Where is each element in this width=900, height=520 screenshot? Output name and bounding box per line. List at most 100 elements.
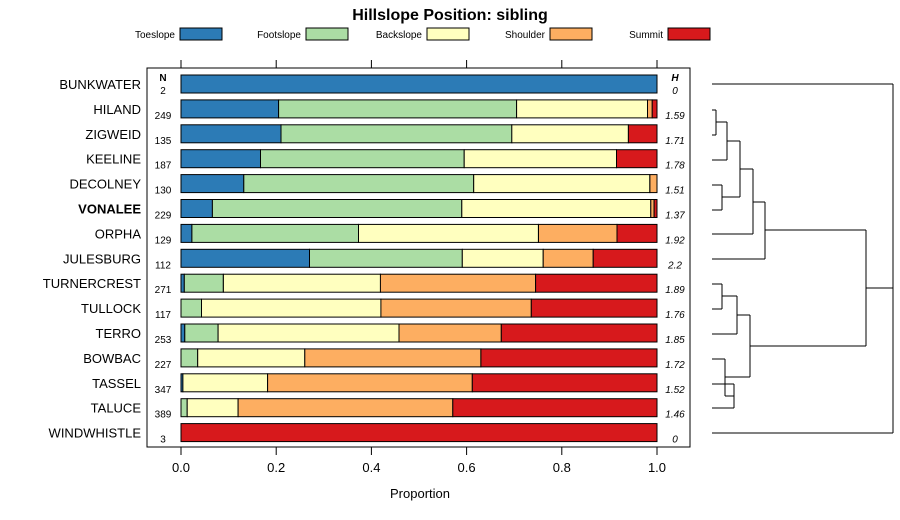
bar-segment-backslope (201, 298, 382, 318)
bar-segment-backslope (186, 398, 239, 418)
bar-segment-summit (653, 199, 658, 218)
legend-label: Summit (629, 30, 663, 41)
legend-swatch (179, 27, 223, 41)
legend-label: Footslope (257, 30, 301, 41)
n-value: 227 (155, 360, 172, 371)
bar-segment-summit (480, 348, 658, 368)
legend-label: Shoulder (505, 30, 546, 41)
soil-label: KEELINE (86, 152, 141, 167)
plot-frame (146, 67, 691, 448)
legend-swatch (549, 27, 593, 41)
h-value: 1.78 (665, 161, 685, 172)
h-value: 2.2 (667, 260, 682, 271)
bar-segment-footslope (260, 149, 465, 169)
bar-row (180, 74, 658, 94)
n-value: 3 (160, 435, 166, 446)
bar-segment-backslope (222, 273, 381, 293)
chart-title: Hillslope Position: sibling (352, 7, 548, 24)
legend-label: Toeslope (135, 30, 175, 41)
bar-segment-toeslope (180, 74, 658, 94)
bar-segment-backslope (473, 174, 651, 194)
legend: Toeslope Footslope Backslope Shoulder Summit (135, 27, 711, 41)
n-value: 229 (155, 211, 172, 222)
soil-label: TURNERCREST (43, 276, 141, 291)
x-tick-label: 0.2 (267, 460, 285, 475)
x-tick-label: 0.6 (458, 460, 476, 475)
h-value: 1.37 (665, 211, 685, 222)
h-value: 1.72 (665, 360, 685, 371)
bar-segment-footslope (243, 174, 475, 194)
soil-label: TALUCE (91, 401, 142, 416)
bar-segment-footslope (191, 223, 359, 243)
legend-swatch (667, 27, 711, 41)
bar-segment-toeslope (180, 199, 213, 218)
soil-label: TERRO (96, 326, 142, 341)
bar-segment-backslope (461, 248, 544, 268)
bar-segment-footslope (180, 298, 202, 318)
bar-segment-shoulder (237, 398, 454, 418)
h-labels: 0 1.59 1.71 1.78 1.51 1.37 1.92 2.2 1.89 1.76 1.85… (665, 86, 685, 446)
bar-segment-shoulder (649, 174, 658, 194)
bar-segment-toeslope (180, 248, 310, 268)
n-value: 253 (155, 335, 172, 346)
soil-label: BUNKWATER (59, 77, 141, 92)
bar-segment-shoulder (380, 298, 532, 318)
h-value: 0 (672, 435, 678, 446)
dendrogram-branches (712, 83, 894, 434)
bar-segment-summit (452, 398, 658, 418)
bar-segment-backslope (217, 323, 400, 343)
bar-segment-toeslope (180, 149, 261, 169)
n-value: 117 (155, 310, 171, 321)
bar-row (180, 323, 658, 343)
soil-label: BOWBAC (83, 351, 141, 366)
soil-label: ORPHA (95, 226, 142, 241)
bar-row (180, 298, 658, 318)
n-value: 130 (155, 186, 172, 197)
bar-row (180, 373, 658, 393)
n-value: 135 (155, 136, 172, 147)
soil-label: WINDWHISTLE (49, 426, 142, 441)
bar-segment-toeslope (180, 323, 186, 343)
soil-label: HILAND (93, 102, 141, 117)
n-value: 129 (155, 235, 172, 246)
bar-segment-footslope (211, 199, 463, 218)
bar-segment-backslope (358, 223, 539, 243)
legend-swatch (305, 27, 349, 41)
bar-segment-footslope (278, 99, 518, 119)
bar-segment-backslope (197, 348, 306, 368)
bar-segment-footslope (309, 248, 463, 268)
bar-segment-summit (616, 223, 658, 243)
bar-segment-summit (500, 323, 658, 343)
h-value: 1.51 (665, 186, 684, 197)
dendrogram (712, 83, 894, 434)
legend-swatch (426, 27, 470, 41)
bar-segment-shoulder (542, 248, 594, 268)
bar-segment-summit (180, 423, 658, 443)
soil-label: ZIGWEID (85, 127, 141, 142)
soil-label: DECOLNEY (69, 177, 141, 192)
n-value: 2 (160, 86, 166, 97)
h-value: 1.59 (665, 111, 685, 122)
h-value: 1.92 (665, 235, 685, 246)
bar-row (180, 248, 658, 268)
bar-segment-footslope (280, 124, 513, 144)
bar-segment-shoulder (304, 348, 482, 368)
n-value: 347 (155, 385, 172, 396)
bar-segment-shoulder (267, 373, 473, 393)
h-value: 1.52 (665, 385, 685, 396)
h-value: 1.89 (665, 285, 685, 296)
bar-segment-backslope (511, 124, 629, 144)
bar-segment-footslope (180, 398, 188, 418)
h-value: 0 (672, 86, 678, 97)
bar-row (180, 398, 658, 418)
bar-row (180, 223, 658, 243)
bar-segment-backslope (461, 199, 652, 218)
soil-label: TULLOCK (81, 301, 141, 316)
h-value: 1.85 (665, 335, 685, 346)
soil-label: TASSEL (92, 376, 141, 391)
bar-row (180, 124, 658, 144)
n-value: 112 (155, 260, 171, 271)
bar-row (180, 273, 658, 293)
bar-segment-summit (627, 124, 658, 144)
